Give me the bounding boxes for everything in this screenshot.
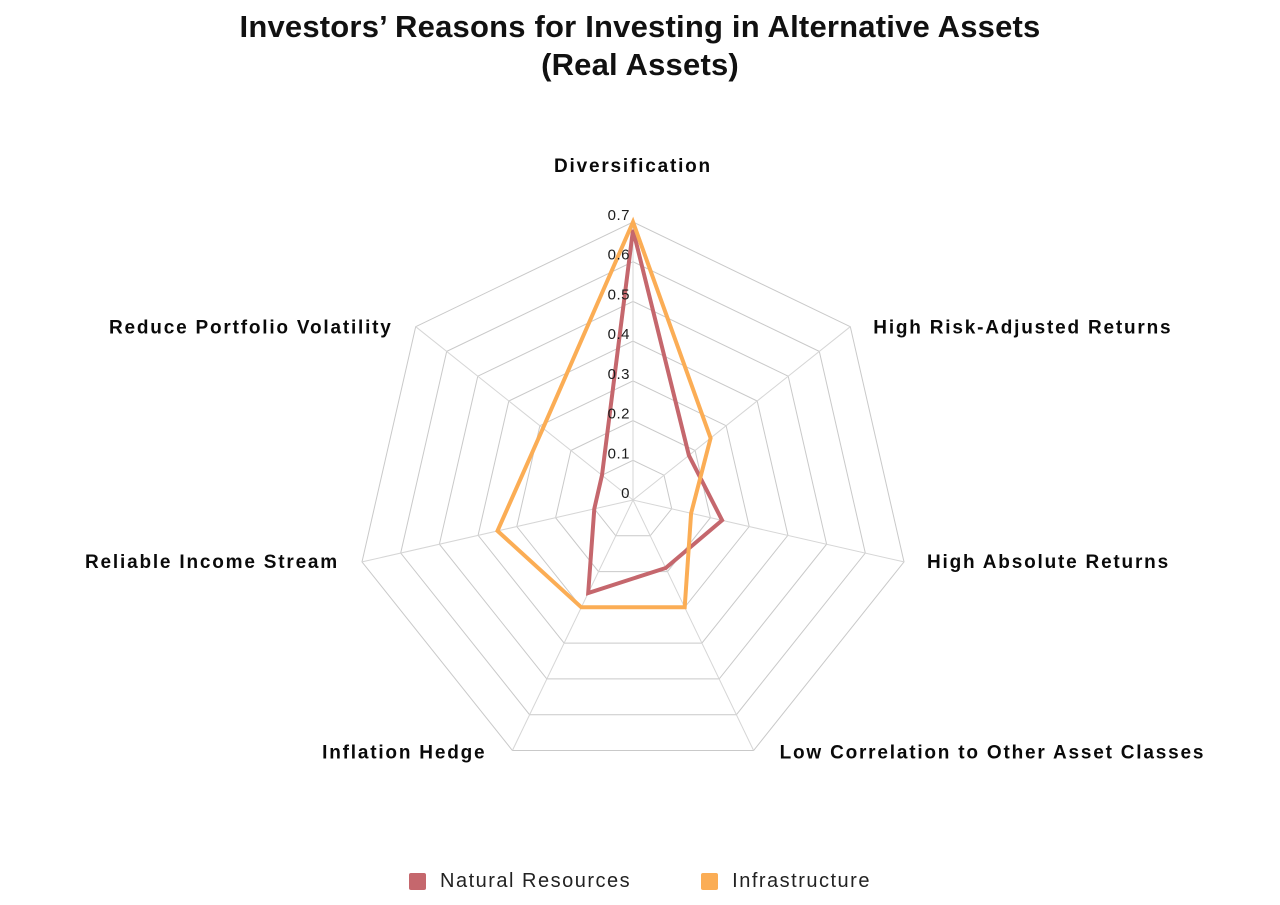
legend-swatch-natural-resources <box>409 873 427 890</box>
grid-ring <box>477 340 789 644</box>
legend-label: Infrastructure <box>732 870 871 892</box>
chart-title-line2: (Real Assets) <box>541 46 739 82</box>
axis-spoke <box>632 326 851 501</box>
series-polygon-infrastructure <box>495 216 713 610</box>
axis-spoke <box>511 499 634 751</box>
category-label-reliable-income-stream: Reliable Income Stream <box>85 552 339 573</box>
chart-title: Investors’ Reasons for Investing in Alte… <box>0 8 1280 84</box>
axis-spoke <box>632 499 755 751</box>
legend-label: Natural Resources <box>440 870 632 892</box>
radial-tick-label: 0.1 <box>608 445 630 462</box>
radial-tick-label: 0.7 <box>608 207 630 224</box>
radial-tick-label: 0.3 <box>608 366 630 383</box>
legend-swatch-infrastructure <box>701 873 719 890</box>
category-label-low-correlation-to-other-asset-classes: Low Correlation to Other Asset Classes <box>780 743 1206 764</box>
category-label-high-risk-adjusted-returns: High Risk-Adjusted Returns <box>873 318 1172 339</box>
radial-tick-label: 0.2 <box>608 406 630 423</box>
legend-item-infrastructure[interactable]: Infrastructure <box>701 870 871 893</box>
legend: Natural Resources Infrastructure <box>7 870 1273 893</box>
axis-spoke <box>632 499 905 563</box>
grid-ring <box>400 261 866 716</box>
axis-spoke <box>415 326 634 501</box>
grid-ring <box>555 420 711 573</box>
radial-tick-label: 0.5 <box>608 286 630 303</box>
category-label-high-absolute-returns: High Absolute Returns <box>927 552 1170 573</box>
series-polygon-natural-resources <box>585 229 725 596</box>
legend-item-natural-resources[interactable]: Natural Resources <box>409 870 631 893</box>
category-label-reduce-portfolio-volatility: Reduce Portfolio Volatility <box>109 318 393 339</box>
radial-tick-label: 0 <box>621 485 630 502</box>
category-label-diversification: Diversification <box>554 156 712 177</box>
radial-tick-label: 0.4 <box>608 326 630 343</box>
category-label-inflation-hedge: Inflation Hedge <box>322 743 486 764</box>
radial-tick-label: 0.6 <box>608 247 630 264</box>
grid-ring <box>438 300 828 680</box>
chart-title-line1: Investors’ Reasons for Investing in Alte… <box>239 9 1041 44</box>
grid-ring <box>361 221 905 751</box>
